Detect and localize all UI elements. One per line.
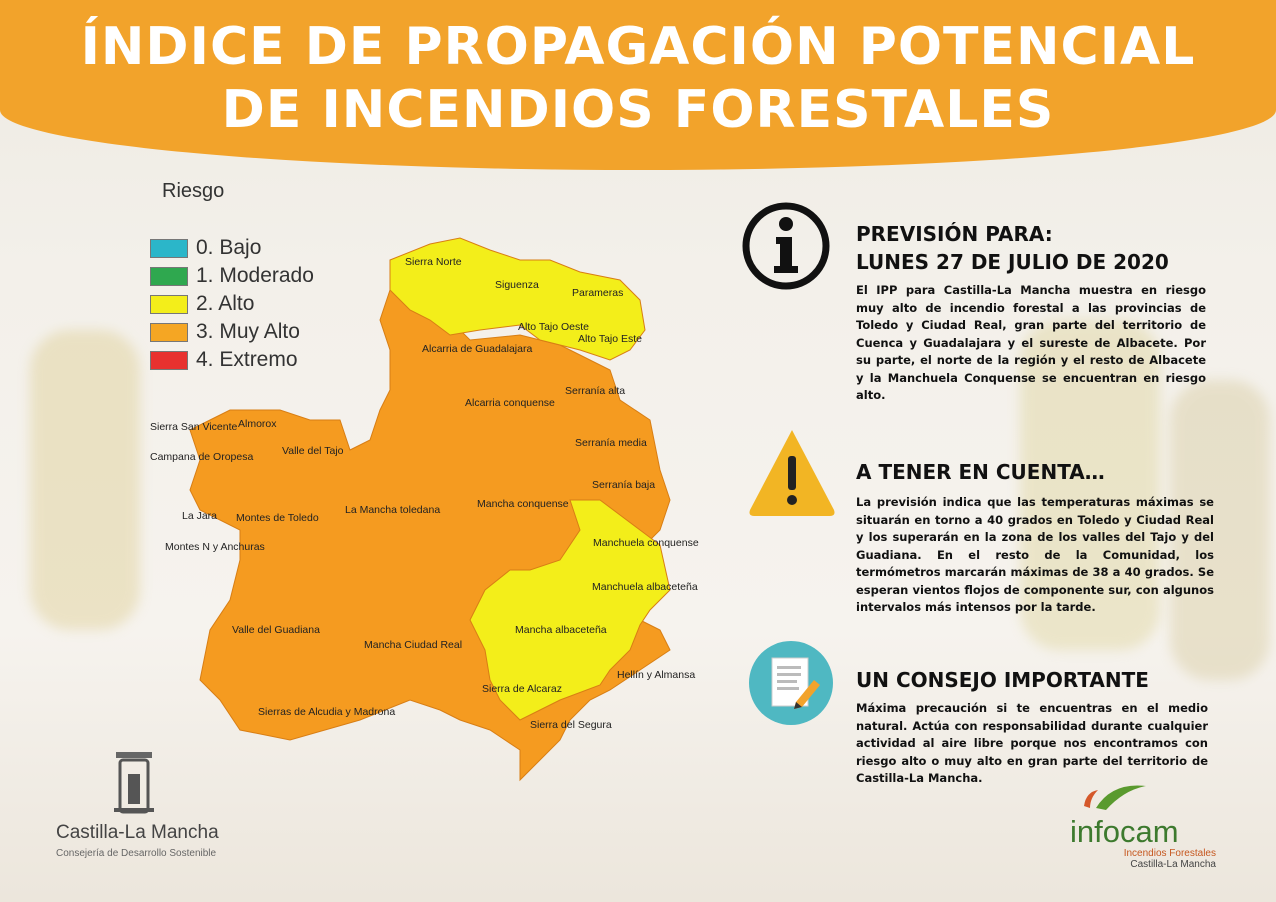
legend-swatch: [150, 322, 188, 342]
background-figure: [30, 330, 140, 630]
map-region-label: Serranía alta: [565, 385, 625, 397]
map-region-label: Mancha Ciudad Real: [364, 639, 462, 651]
title-line-2: DE INCENDIOS FORESTALES: [221, 80, 1055, 140]
map-region-alto-east: [469, 499, 671, 721]
forecast-title-line-1: PREVISIÓN PARA:: [856, 222, 1053, 246]
legend-swatch: [150, 294, 188, 314]
map-region-label: Sierra del Segura: [530, 719, 612, 731]
notice-text: La previsión indica que las temperaturas…: [856, 495, 1214, 614]
left-logo-subtitle: Consejería de Desarrollo Sostenible: [56, 848, 217, 859]
legend-swatch: [150, 266, 188, 286]
leaf-icon: [1084, 785, 1146, 810]
map-region-label: Montes N y Anchuras: [165, 541, 265, 553]
title-banner: ÍNDICE DE PROPAGACIÓN POTENCIAL DE INCEN…: [0, 0, 1276, 170]
legend-item: 3. Muy Alto: [150, 318, 314, 346]
castilla-la-mancha-logo: Castilla-La Mancha Consejería de Desarro…: [56, 748, 226, 859]
right-logo-name: infocam: [1070, 814, 1179, 849]
map-region-label: Sierras de Alcudia y Madrona: [258, 706, 395, 718]
map-region-label: Sierra Norte: [405, 256, 462, 268]
background-figure: [1170, 380, 1270, 680]
map-region-label: Serranía baja: [592, 479, 655, 491]
map-region-label: Alcarria de Guadalajara: [422, 343, 532, 355]
map-region-label: Mancha albaceteña: [515, 624, 607, 636]
map-region-label: Mancha conquense: [477, 498, 569, 510]
forecast-title: PREVISIÓN PARA: LUNES 27 DE JULIO DE 202…: [856, 220, 1169, 276]
map-region-label: Manchuela conquense: [593, 537, 699, 549]
infocam-logo: infocam Incendios Forestales Castilla-La…: [1070, 780, 1220, 870]
map-region-label: Valle del Guadiana: [232, 624, 320, 636]
legend-item: 0. Bajo: [150, 234, 314, 262]
right-logo-subtitle-2: Castilla-La Mancha: [1130, 859, 1216, 870]
background-figure: [1020, 320, 1160, 650]
advice-title: UN CONSEJO IMPORTANTE: [856, 668, 1149, 692]
map-region-label: Hellín y Almansa: [617, 669, 695, 681]
map-region-label: Campana de Oropesa: [150, 451, 253, 463]
castle-icon: [114, 752, 154, 814]
legend-label: 4. Extremo: [196, 348, 298, 371]
right-logo-subtitle-1: Incendios Forestales: [1123, 848, 1216, 859]
warning-icon: [744, 424, 840, 524]
document-pencil-icon: [748, 640, 834, 730]
notice-title: A TENER EN CUENTA…: [856, 460, 1105, 484]
legend-item: 1. Moderado: [150, 262, 314, 290]
advice-text: Máxima precaución si te encuentras en el…: [856, 701, 1208, 785]
legend: 0. Bajo 1. Moderado 2. Alto 3. Muy Alto 4. E…: [150, 234, 314, 374]
legend-item: 4. Extremo: [150, 346, 314, 374]
forecast-text: El IPP para Castilla-La Mancha muestra e…: [856, 283, 1206, 402]
left-logo-name: Castilla-La Mancha: [56, 822, 219, 843]
legend-label: 1. Moderado: [196, 264, 314, 287]
legend-label: 0. Bajo: [196, 236, 262, 259]
map-region-label: Sierra San Vicente: [150, 421, 238, 433]
legend-swatch: [150, 350, 188, 370]
map-region-label: Montes de Toledo: [236, 512, 319, 524]
map-region-label: Alto Tajo Este: [578, 333, 642, 345]
map-region-label: Siguenza: [495, 279, 539, 291]
legend-title: Riesgo: [162, 180, 225, 202]
map-region-label: Parameras: [572, 287, 623, 299]
map-region-label: La Jara: [182, 510, 217, 522]
map-region-label: Alto Tajo Oeste: [518, 321, 589, 333]
map-region-label: Valle del Tajo: [282, 445, 344, 457]
legend-label: 2. Alto: [196, 292, 255, 315]
map-region-label: Serranía media: [575, 437, 647, 449]
legend-swatch: [150, 238, 188, 258]
map-region-label: Sierra de Alcaraz: [482, 683, 562, 695]
map-region-label: La Mancha toledana: [345, 504, 440, 516]
legend-item: 2. Alto: [150, 290, 314, 318]
map-region-alto-north: [389, 237, 646, 361]
forecast-title-line-2: LUNES 27 DE JULIO DE 2020: [856, 250, 1169, 274]
info-icon: [740, 200, 832, 296]
map-region-label: Alcarria conquense: [465, 397, 555, 409]
region-risk-map: Sierra Norte Siguenza Parameras Alto Tajo O…: [150, 237, 699, 782]
page-title: ÍNDICE DE PROPAGACIÓN POTENCIAL DE INCEN…: [0, 0, 1276, 142]
title-line-1: ÍNDICE DE PROPAGACIÓN POTENCIAL: [80, 17, 1196, 77]
map-region-label: Manchuela albaceteña: [592, 581, 698, 593]
map-region-label: Almorox: [238, 418, 277, 430]
legend-label: 3. Muy Alto: [196, 320, 300, 343]
